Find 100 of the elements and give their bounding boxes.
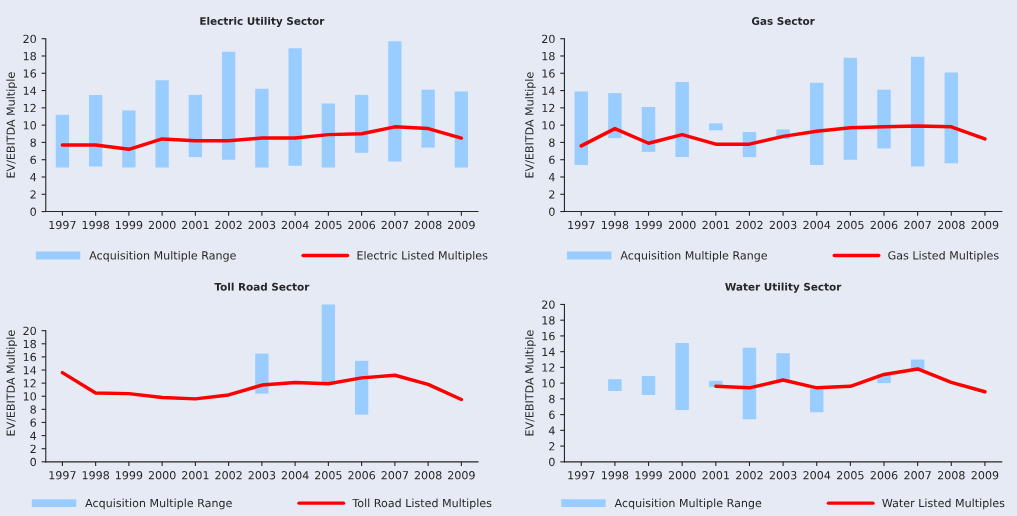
legend-label: Acquisition Multiple Range <box>614 498 762 510</box>
y-tick-label: 0 <box>549 457 555 467</box>
chart-title: Gas Sector <box>751 17 815 25</box>
y-tick-label: 16 <box>23 352 37 362</box>
bar <box>944 72 959 164</box>
y-tick-label: 10 <box>23 392 36 401</box>
x-tick-label: 2009 <box>971 471 999 480</box>
x-tick-label: 2008 <box>414 471 442 480</box>
y-tick-label: 16 <box>23 69 37 78</box>
bar <box>843 57 858 160</box>
bar <box>709 123 723 131</box>
bar <box>742 347 757 420</box>
x-tick-label: 2005 <box>837 220 864 230</box>
y-tick-label: 4 <box>30 173 37 182</box>
x-tick-label: 2006 <box>348 471 376 480</box>
y-tick-label: 8 <box>549 394 555 404</box>
y-tick-label: 2 <box>30 444 36 453</box>
line-series <box>579 124 987 148</box>
line-series <box>60 125 464 152</box>
y-tick-label: 14 <box>542 86 555 95</box>
x-tick-label: 2005 <box>315 220 342 230</box>
bar <box>288 48 302 166</box>
bar <box>122 110 136 168</box>
y-tick-label: 16 <box>542 331 555 341</box>
bar <box>321 103 336 168</box>
y-tick-label: 10 <box>542 121 555 130</box>
x-tick-label: 2000 <box>668 220 696 230</box>
x-tick-label: 1997 <box>568 220 595 230</box>
bar <box>388 41 402 162</box>
bar <box>255 88 269 168</box>
x-tick-label: 2002 <box>215 471 242 480</box>
x-tick-label: 2004 <box>281 471 309 480</box>
legend-label: Acquisition Multiple Range <box>85 498 232 510</box>
x-tick-label: 1997 <box>49 220 76 230</box>
y-tick-label: 14 <box>542 347 555 356</box>
bar <box>641 376 656 395</box>
legend-label: Electric Listed Multiples <box>357 250 488 262</box>
y-tick-label: 8 <box>30 405 36 414</box>
x-tick-label: 2007 <box>381 220 409 230</box>
bar <box>188 94 203 158</box>
bar <box>221 51 236 160</box>
x-tick-label: 2006 <box>870 471 898 480</box>
x-tick-label: 2004 <box>281 220 309 230</box>
y-tick-label: 10 <box>542 379 555 388</box>
y-tick-label: 20 <box>542 300 555 309</box>
bar <box>155 80 169 168</box>
x-tick-label: 2001 <box>702 471 729 480</box>
x-tick-label: 2006 <box>870 220 898 230</box>
y-tick-label: 10 <box>23 121 36 130</box>
bar <box>675 343 689 410</box>
y-tick-label: 16 <box>542 69 555 78</box>
bar <box>574 91 588 165</box>
x-tick-label: 2001 <box>182 471 209 480</box>
legend-label: Water Listed Multiples <box>882 498 1005 510</box>
chart-title: Toll Road Sector <box>214 282 310 291</box>
y-tick-label: 4 <box>548 426 555 435</box>
y-tick-label: 6 <box>30 155 37 165</box>
y-tick-label: 14 <box>23 366 37 375</box>
bar <box>354 94 369 153</box>
y-tick-label: 2 <box>549 442 555 451</box>
bar <box>675 81 689 158</box>
x-tick-label: 1998 <box>82 220 110 230</box>
bar <box>608 379 622 391</box>
x-tick-label: 2000 <box>148 220 176 230</box>
y-tick-label: 4 <box>548 173 555 182</box>
y-axis-title: EV/EBITDA Multiple <box>6 330 18 436</box>
chart-title: Water Utility Sector <box>725 282 842 293</box>
legend-label: Gas Listed Multiples <box>888 250 999 262</box>
y-tick-label: 12 <box>23 103 36 113</box>
y-tick-label: 14 <box>23 86 37 95</box>
y-tick-label: 20 <box>542 34 555 44</box>
x-tick-label: 2008 <box>937 220 965 230</box>
x-tick-label: 2004 <box>803 471 831 480</box>
x-tick-label: 2009 <box>971 220 999 230</box>
y-axis-title: EV/EBITDA Multiple <box>524 330 536 436</box>
line-series <box>714 367 987 394</box>
bar <box>454 91 469 168</box>
x-tick-label: 2009 <box>448 220 475 230</box>
x-tick-label: 2005 <box>837 471 864 480</box>
x-tick-label: 2002 <box>215 220 242 230</box>
x-tick-label: 2002 <box>736 471 763 480</box>
x-tick-label: 2001 <box>702 220 729 230</box>
bar <box>608 93 622 139</box>
y-tick-label: 18 <box>23 51 36 61</box>
x-tick-label: 1999 <box>115 471 143 480</box>
y-tick-label: 2 <box>30 190 36 199</box>
x-tick-label: 1997 <box>49 471 76 480</box>
y-tick-label: 0 <box>549 207 555 216</box>
y-tick-label: 8 <box>30 138 36 147</box>
legend-label: Toll Road Listed Multiples <box>352 498 492 510</box>
y-tick-label: 18 <box>23 339 36 349</box>
y-tick-label: 6 <box>30 418 37 427</box>
x-tick-label: 1998 <box>601 220 629 230</box>
x-tick-label: 2003 <box>769 220 797 230</box>
legend-label: Acquisition Multiple Range <box>89 250 236 262</box>
x-tick-label: 2009 <box>448 471 475 480</box>
y-axis-title: EV/EBITDA Multiple <box>6 72 18 178</box>
x-tick-label: 2003 <box>248 471 276 480</box>
bar <box>55 114 70 168</box>
y-tick-label: 12 <box>542 103 555 113</box>
